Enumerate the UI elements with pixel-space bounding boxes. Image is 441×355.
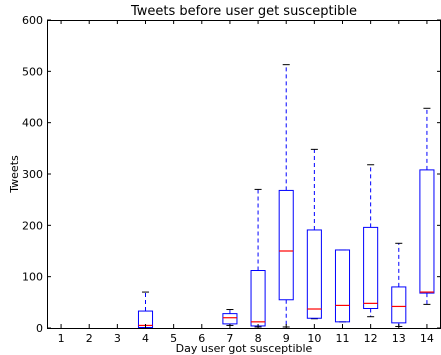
box-group-day-11 — [334, 249, 351, 323]
x-tick-label: 7 — [226, 332, 233, 345]
x-tick-label: 1 — [58, 332, 65, 345]
chart-title: Tweets before user get susceptible — [130, 4, 357, 19]
y-tick-label: 200 — [22, 219, 43, 232]
y-axis: 0 100 200 300 400 500 600 — [22, 14, 441, 335]
plot-frame — [47, 20, 441, 329]
x-tick-label: 12 — [364, 332, 378, 345]
box-iqr — [391, 286, 407, 324]
x-axis-label: Day user got susceptible — [176, 342, 313, 355]
x-tick-label: 5 — [170, 332, 177, 345]
box-iqr — [334, 249, 351, 323]
x-tick-label: 11 — [336, 332, 350, 345]
x-tick-label: 10 — [307, 332, 321, 345]
y-tick-label: 600 — [22, 14, 43, 27]
box-group-day-8 — [250, 188, 266, 328]
y-tick-label: 0 — [36, 322, 43, 335]
x-tick-label: 4 — [142, 332, 149, 345]
box-group-day-10 — [306, 148, 322, 320]
box-group-day-13 — [391, 242, 407, 327]
y-tick-label: 500 — [22, 65, 43, 78]
box-group-day-9 — [278, 64, 294, 328]
box-group-day-7 — [222, 309, 238, 326]
box-iqr — [250, 270, 266, 327]
plot-marks — [137, 64, 435, 329]
x-tick-label: 9 — [283, 332, 290, 345]
box-group-day-12 — [363, 164, 379, 318]
x-tick-label: 14 — [420, 332, 434, 345]
x-axis: 1 2 3 4 5 6 7 8 9 10 11 12 13 14 — [58, 20, 434, 345]
x-tick-label: 8 — [255, 332, 262, 345]
x-tick-label: 6 — [198, 332, 205, 345]
y-tick-label: 100 — [22, 271, 43, 284]
box-iqr — [222, 313, 238, 325]
box-iqr — [306, 229, 322, 319]
x-tick-label: 3 — [114, 332, 121, 345]
box-group-day-4 — [137, 291, 154, 329]
box-group-day-14 — [419, 107, 435, 305]
x-tick-label: 13 — [392, 332, 406, 345]
y-axis-label: Tweets — [8, 155, 21, 194]
y-tick-label: 300 — [22, 168, 43, 181]
x-tick-label: 2 — [86, 332, 93, 345]
y-tick-label: 400 — [22, 117, 43, 130]
box-iqr — [363, 226, 379, 309]
box-iqr — [419, 169, 435, 294]
box-iqr — [278, 189, 294, 301]
